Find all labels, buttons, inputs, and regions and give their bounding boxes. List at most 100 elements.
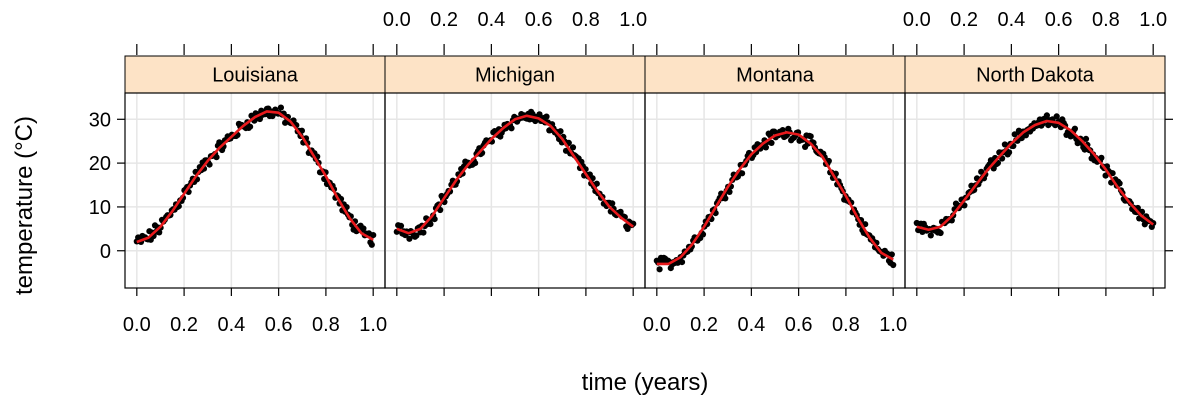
y-tick-label: 10 [89,197,111,219]
x-tick-label: 0.6 [785,314,813,336]
data-point [1116,180,1123,187]
x-tick-label: 0.8 [832,314,860,336]
data-point [807,133,814,140]
x-tick-label: 1.0 [1139,9,1167,31]
strip-background [384,55,646,94]
fit-line [656,131,894,266]
x-tick-label: 0.2 [430,9,458,31]
data-point [397,222,405,229]
data-point [624,225,631,232]
strip-background [124,55,386,94]
data-point [360,225,367,232]
data-point [413,232,420,239]
panels: Louisiana Michigan Montana North Dakota [124,55,1166,289]
data-point [656,266,663,273]
panel: North Dakota [904,55,1166,289]
data-point [779,127,786,134]
strip-label: Montana [736,65,815,87]
x-tick-label: 0.0 [643,314,671,336]
data-point [593,180,600,187]
data-point [1022,132,1029,139]
x-tick-label: 0.8 [572,9,600,31]
panel: Louisiana [124,55,386,289]
x-tick-label: 0.6 [525,9,553,31]
data-point [726,188,733,195]
panel-border [644,92,906,289]
x-tick-label: 0.0 [123,314,151,336]
data-point [888,251,895,258]
data-point [427,221,434,228]
axes: 0.0 0.2 0.4 0.6 0.8 1.0 0.0 0.2 0.4 0.6 0.8 1.0 0.0 0… [89,9,1173,336]
data-point [1043,112,1050,119]
y-tick-label: 30 [89,109,111,131]
x-tick-label: 0.4 [737,314,765,336]
data-point [543,113,550,120]
data-point [431,216,438,223]
x-tick-label: 0.6 [1045,9,1073,31]
data-point [1098,154,1105,161]
x-tick-label: 0.4 [217,314,245,336]
data-point [1001,141,1009,148]
panel-border [904,92,1166,289]
data-point [762,144,770,151]
fit-line [136,110,374,244]
data-point [617,208,624,215]
data-point [1053,113,1060,120]
y-axis-title: temperature (°C) [11,116,38,295]
data-point [370,232,377,239]
strip-background [644,55,906,94]
x-tick-label: 1.0 [619,9,647,31]
panel: Michigan [384,55,646,289]
fit-line [916,119,1154,231]
data-point [557,128,564,135]
data-point [508,125,515,132]
data-point [1071,125,1078,132]
strip-label: Michigan [475,65,555,87]
data-point [768,139,775,146]
data-point [247,123,254,130]
strip-label: Louisiana [212,65,299,87]
data-point [536,111,543,118]
x-tick-label: 0.6 [265,314,293,336]
y-tick-label: 0 [100,241,111,263]
data-point [213,154,220,161]
data-point [739,170,746,177]
panel: Montana [644,55,906,289]
x-tick-label: 0.2 [170,314,198,336]
fit-line [396,114,634,235]
data-point [569,144,577,151]
data-point [277,104,284,111]
x-tick-label: 0.4 [997,9,1025,31]
data-point [927,232,934,239]
data-point [406,235,413,242]
x-tick-label: 0.0 [903,9,931,31]
data-point [368,241,375,248]
data-point [937,229,944,237]
data-point [1102,172,1109,179]
y-tick-label: 20 [89,153,111,175]
strip-label: North Dakota [976,65,1095,87]
data-point [890,261,897,269]
data-points [393,108,637,242]
data-point [1006,149,1013,156]
x-tick-label: 0.8 [1092,9,1120,31]
x-tick-label: 0.0 [383,9,411,31]
data-point [609,200,616,207]
x-tick-label: 0.4 [477,9,505,31]
data-points [133,104,377,248]
x-tick-label: 0.2 [690,314,718,336]
x-tick-label: 0.8 [312,314,340,336]
data-point [1109,170,1116,177]
x-tick-label: 0.2 [950,9,978,31]
x-tick-label: 1.0 [879,314,907,336]
x-axis-title: time (years) [582,369,709,396]
data-point [420,229,427,236]
data-point [678,259,686,266]
data-point [722,195,729,202]
data-point [1082,135,1090,142]
data-points [913,112,1157,239]
data-point [472,160,479,167]
data-point [206,161,213,168]
x-tick-label: 1.0 [359,314,387,336]
